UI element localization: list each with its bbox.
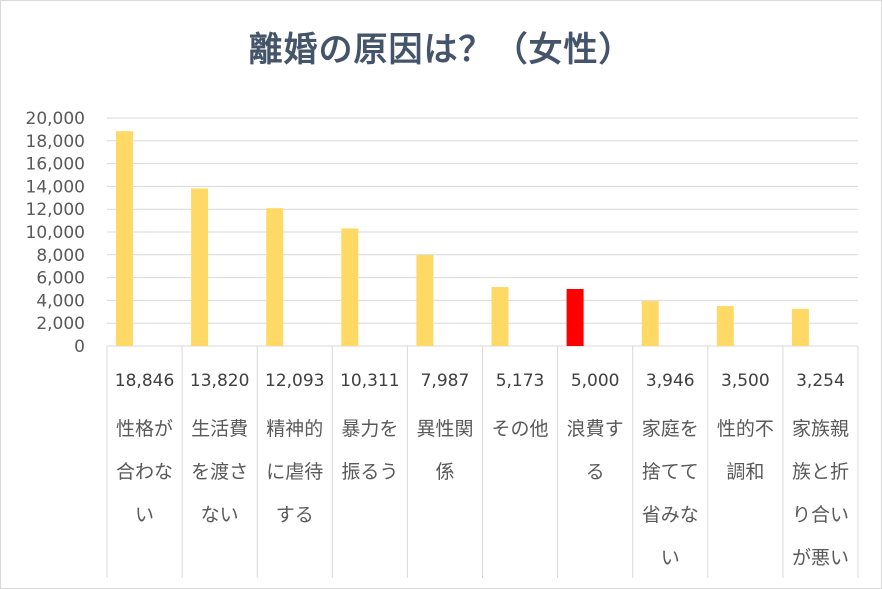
category-label: 生活費 <box>191 418 248 440</box>
y-tick-label: 6,000 <box>36 269 85 289</box>
value-label: 3,500 <box>721 371 770 391</box>
bar <box>341 228 359 346</box>
value-label: 7,987 <box>421 371 470 391</box>
value-label: 3,946 <box>646 371 695 391</box>
y-tick-label: 4,000 <box>36 291 85 311</box>
category-label: に虐待 <box>266 461 323 483</box>
category-label: 性格が <box>116 418 173 440</box>
chart-title: 離婚の原因は？（女性） <box>248 30 634 70</box>
category-label: 調和 <box>726 461 764 483</box>
bar <box>641 301 659 346</box>
y-tick-label: 14,000 <box>26 177 85 197</box>
category-label: 省みな <box>642 504 699 526</box>
y-tick-label: 12,000 <box>26 200 85 220</box>
category-label: 暴力を <box>341 418 398 440</box>
bar <box>266 208 284 346</box>
category-label: 家族親 <box>792 418 849 440</box>
category-label: する <box>276 504 314 526</box>
category-label: 家庭を <box>642 418 699 440</box>
category-label: その他 <box>492 418 549 440</box>
category-label: る <box>586 461 605 483</box>
y-tick-label: 20,000 <box>26 109 85 129</box>
bar <box>716 306 734 346</box>
y-tick-label: 2,000 <box>36 314 85 334</box>
bar <box>116 131 133 346</box>
category-label: 捨てて <box>642 461 699 483</box>
category-label: 合わな <box>116 461 173 483</box>
y-tick-label: 0 <box>74 337 85 357</box>
y-tick-label: 10,000 <box>26 223 85 243</box>
value-label: 3,254 <box>796 371 845 391</box>
bar <box>491 287 509 346</box>
value-label: 13,820 <box>190 371 249 391</box>
category-label: 族と折 <box>792 461 849 483</box>
category-label: 振るう <box>341 461 398 483</box>
category-label: 係 <box>435 461 454 483</box>
category-label: 性的不 <box>717 418 774 440</box>
category-label: い <box>661 547 680 569</box>
category-label: い <box>135 504 154 526</box>
category-label: 異性関 <box>416 418 473 440</box>
bar <box>566 289 584 346</box>
y-tick-label: 8,000 <box>36 246 85 266</box>
value-label: 5,000 <box>571 371 620 391</box>
value-label: 5,173 <box>496 371 545 391</box>
bar <box>791 308 809 346</box>
category-label: が悪い <box>792 547 849 569</box>
category-label: 精神的 <box>266 418 323 440</box>
category-label: り合い <box>792 504 849 526</box>
value-label: 10,311 <box>340 371 399 391</box>
value-label: 12,093 <box>265 371 324 391</box>
category-label: を渡さ <box>191 461 248 483</box>
bar <box>191 188 209 346</box>
category-label: 浪費す <box>567 418 624 440</box>
category-label: ない <box>201 504 239 526</box>
value-label: 18,846 <box>115 371 174 391</box>
y-tick-label: 16,000 <box>26 155 85 175</box>
y-tick-label: 18,000 <box>26 132 85 152</box>
bar <box>416 254 434 346</box>
